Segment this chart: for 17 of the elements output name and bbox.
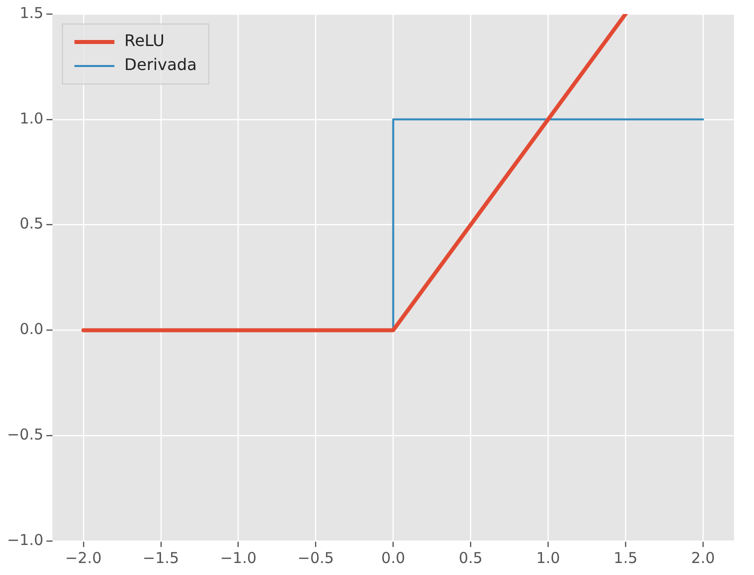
y-tick-label: 1.5 [20,4,44,22]
x-tick-label: 1.0 [536,548,560,567]
legend-label: Derivada [124,55,197,74]
x-tick-label: −0.5 [298,548,334,567]
x-tick-label: −2.0 [65,548,102,567]
x-tick-label: 1.5 [614,548,638,567]
x-tick-label: 0.0 [381,548,406,567]
y-tick-label: 0.5 [20,214,44,233]
x-tick-label: −1.5 [142,548,180,567]
x-tick-label: −1.0 [220,548,257,567]
y-tick-label: 1.0 [20,109,44,128]
y-tick-label: 0.0 [20,320,44,338]
legend-label: ReLU [124,31,164,50]
x-tick-label: 2.0 [691,548,715,567]
y-tick-label: −0.5 [6,425,44,444]
y-tick-label: −1.0 [6,530,44,549]
x-tick-label: 0.5 [458,548,483,567]
